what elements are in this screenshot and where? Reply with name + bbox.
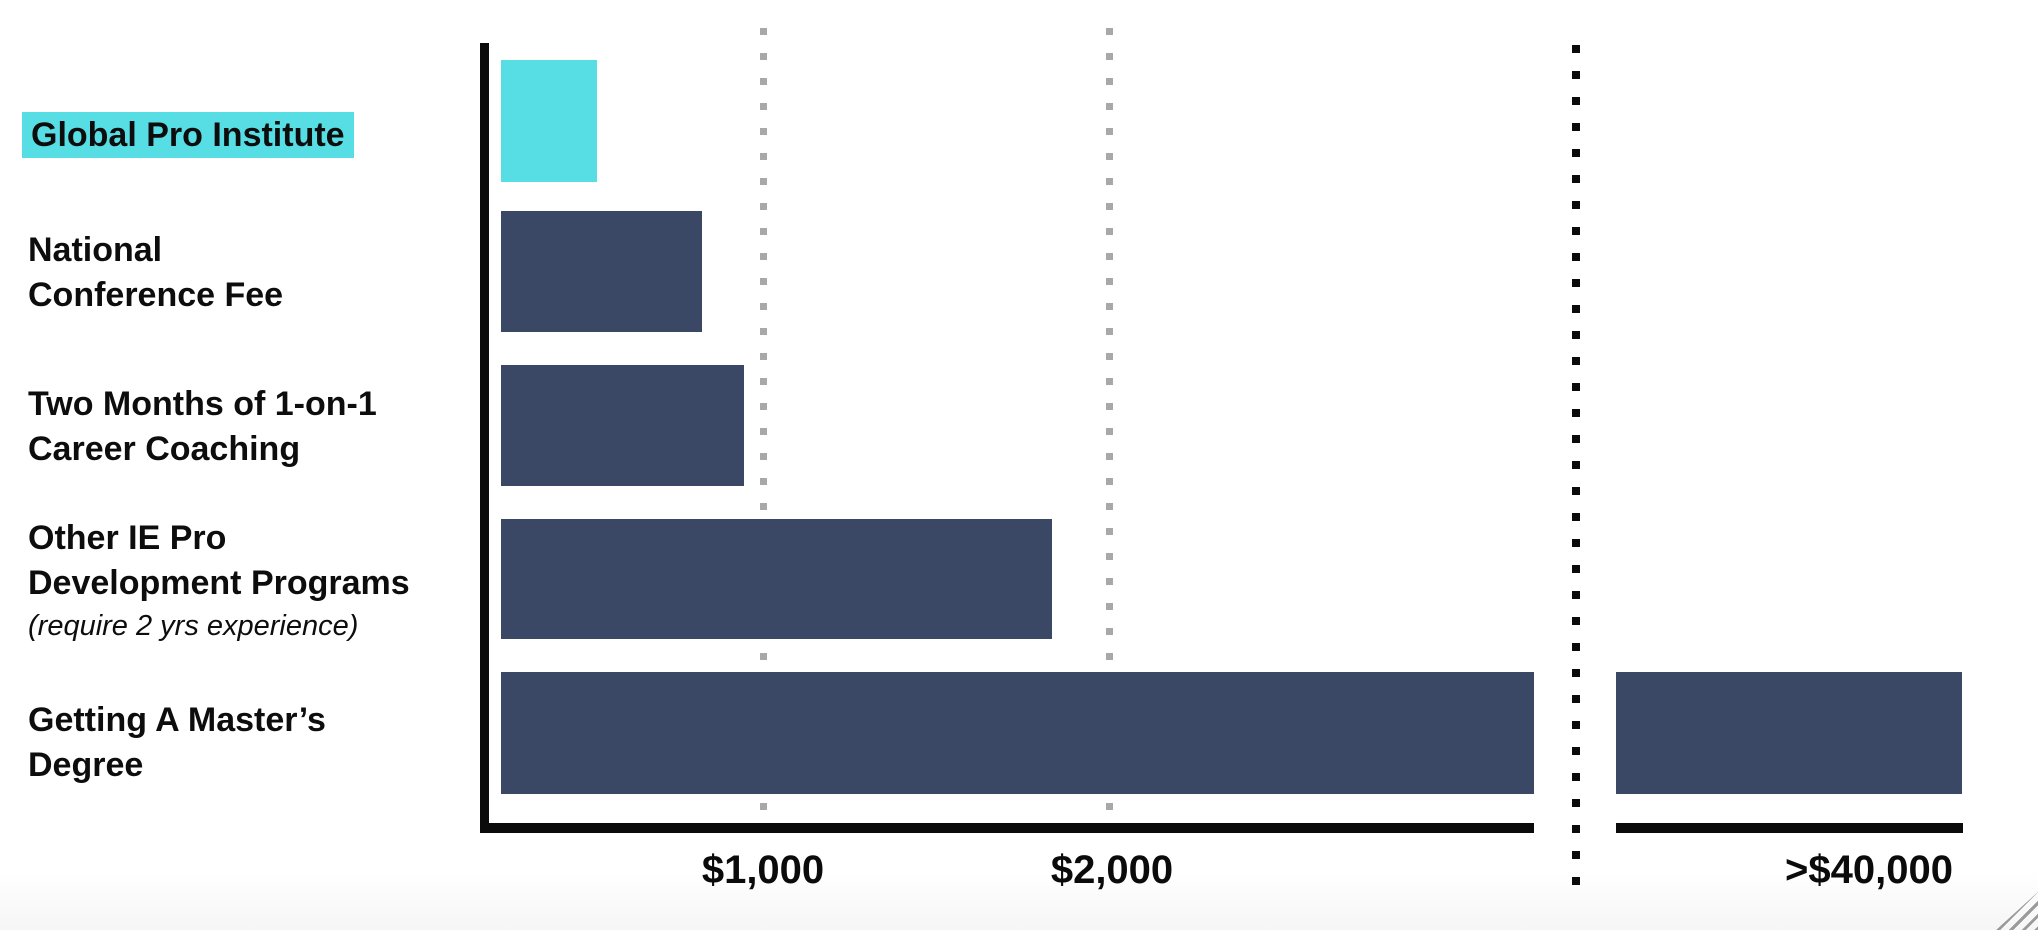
- row-label-masters-degree: Getting A Master’s Degree: [28, 698, 326, 788]
- row-label-career-coaching: Two Months of 1-on-1 Career Coaching: [28, 382, 377, 472]
- y-axis: [480, 43, 489, 833]
- bar-career-coaching: [501, 365, 744, 486]
- label-note: (require 2 yrs experience): [28, 610, 359, 642]
- bar-masters-degree-left-segment: [501, 672, 1534, 794]
- bar-masters-degree-right-segment: [1616, 672, 1962, 794]
- bar-other-ie-pro-programs: [501, 519, 1052, 639]
- label-line: Two Months of 1-on-1: [28, 385, 377, 423]
- gridline-2000: [1106, 28, 1113, 820]
- row-label-national-conference-fee: National Conference Fee: [28, 228, 283, 318]
- tick-label-over-40000: >$40,000: [1785, 848, 1953, 892]
- highlighted-label-text: Global Pro Institute: [22, 112, 354, 158]
- row-label-other-ie-pro-programs: Other IE Pro Development Programs (requi…: [28, 516, 410, 646]
- bar-global-pro-institute: [501, 60, 597, 182]
- label-line: National: [28, 231, 163, 269]
- x-axis-left-segment: [480, 823, 1534, 833]
- label-line: Degree: [28, 746, 144, 784]
- resize-grip-icon[interactable]: [1996, 892, 2038, 930]
- label-line: Development Programs: [28, 564, 410, 602]
- bar-national-conference-fee: [501, 211, 702, 332]
- tick-label-1000: $1,000: [701, 848, 825, 892]
- row-label-global-pro-institute: Global Pro Institute: [22, 112, 354, 158]
- tick-label-2000: $2,000: [1050, 848, 1174, 892]
- label-line: Career Coaching: [28, 430, 301, 468]
- x-axis-right-segment: [1616, 823, 1963, 833]
- label-line: Getting A Master’s: [28, 701, 326, 739]
- label-line: Other IE Pro: [28, 519, 227, 557]
- axis-break-line: [1572, 45, 1580, 888]
- label-line: Conference Fee: [28, 276, 284, 314]
- gridline-1000: [760, 28, 767, 820]
